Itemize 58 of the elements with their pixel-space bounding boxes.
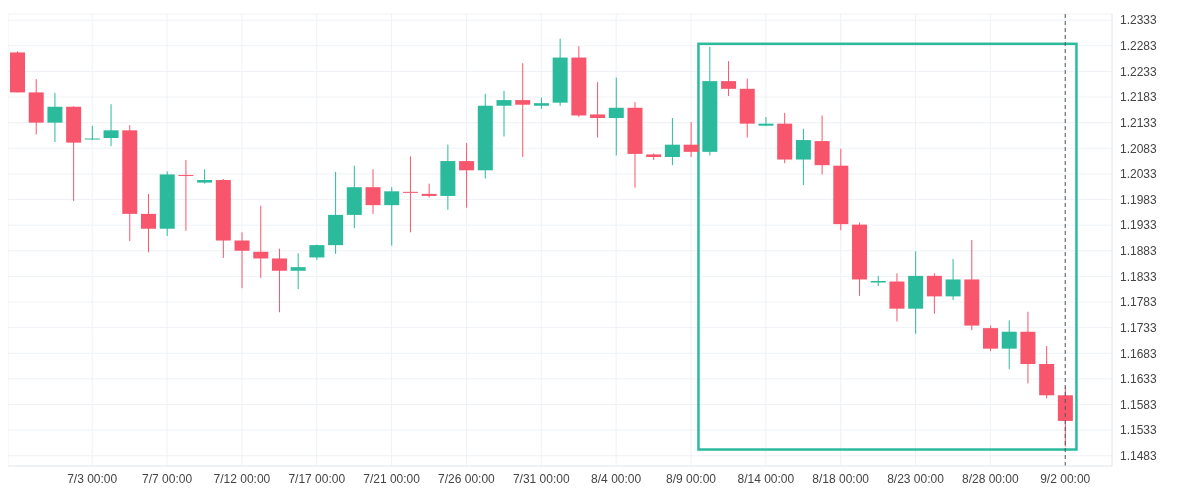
- candlestick: [926, 272, 942, 315]
- candlestick: [402, 155, 418, 233]
- candlestick: [721, 60, 737, 97]
- x-tick-label: 9/2 00:00: [1040, 471, 1091, 486]
- y-tick-label: 1.1683: [1120, 346, 1158, 361]
- candlestick: [1001, 319, 1017, 370]
- y-tick-label: 1.1883: [1120, 244, 1158, 259]
- candlestick: [84, 125, 100, 141]
- x-tick-label: 8/9 00:00: [665, 471, 717, 486]
- candlestick: [664, 117, 680, 166]
- candlestick: [384, 186, 400, 247]
- candlestick: [234, 231, 250, 289]
- x-tick-label: 7/31 00:00: [512, 471, 570, 486]
- x-tick-label: 7/26 00:00: [438, 471, 496, 486]
- x-tick-label: 8/4 00:00: [591, 471, 642, 486]
- candlestick: [983, 325, 999, 352]
- y-tick-label: 1.1783: [1120, 295, 1158, 310]
- candlestick: [608, 77, 624, 156]
- y-tick-label: 1.1633: [1120, 372, 1158, 387]
- x-tick-label: 7/7 00:00: [142, 471, 193, 486]
- y-tick-label: 1.1733: [1120, 320, 1158, 335]
- x-tick-label: 8/14 00:00: [737, 471, 795, 486]
- candlestick: [365, 168, 381, 215]
- candlestick: [140, 193, 156, 253]
- y-tick-label: 1.2183: [1120, 90, 1158, 105]
- candlestick: [103, 103, 119, 147]
- x-tick-label: 8/23 00:00: [887, 471, 945, 486]
- y-tick-label: 1.2333: [1120, 13, 1158, 28]
- y-tick-label: 1.1933: [1120, 218, 1158, 233]
- x-tick-label: 8/18 00:00: [812, 471, 870, 486]
- candlestick: [47, 92, 63, 143]
- y-tick-label: 1.1483: [1120, 449, 1158, 464]
- y-tick-label: 1.2083: [1120, 141, 1158, 156]
- candlestick: [683, 121, 699, 158]
- candlestick: [795, 128, 811, 186]
- candlestick: [178, 159, 194, 232]
- y-tick-label: 1.1583: [1120, 397, 1158, 412]
- y-tick-label: 1.2283: [1120, 39, 1158, 54]
- candlestick: [758, 116, 774, 127]
- y-tick-label: 1.1983: [1120, 192, 1158, 207]
- y-tick-label: 1.1533: [1120, 423, 1158, 438]
- candlestick: [515, 62, 531, 158]
- x-tick-label: 7/12 00:00: [213, 471, 271, 486]
- candlestick: [459, 142, 475, 209]
- x-tick-label: 7/21 00:00: [363, 471, 421, 486]
- candlestick: [290, 252, 306, 290]
- candlestick: [496, 90, 512, 137]
- candlestick: [945, 258, 961, 301]
- candlestick: [253, 205, 269, 279]
- y-tick-label: 1.2133: [1120, 115, 1158, 130]
- x-tick-label: 7/3 00:00: [67, 471, 118, 486]
- candlestick: [590, 81, 606, 139]
- candlestick: [271, 248, 287, 313]
- x-tick-label: 8/28 00:00: [962, 471, 1020, 486]
- x-tick-label: 7/17 00:00: [288, 471, 346, 486]
- y-tick-label: 1.2033: [1120, 167, 1158, 182]
- y-tick-label: 1.2233: [1120, 64, 1158, 79]
- y-tick-label: 1.1833: [1120, 269, 1158, 284]
